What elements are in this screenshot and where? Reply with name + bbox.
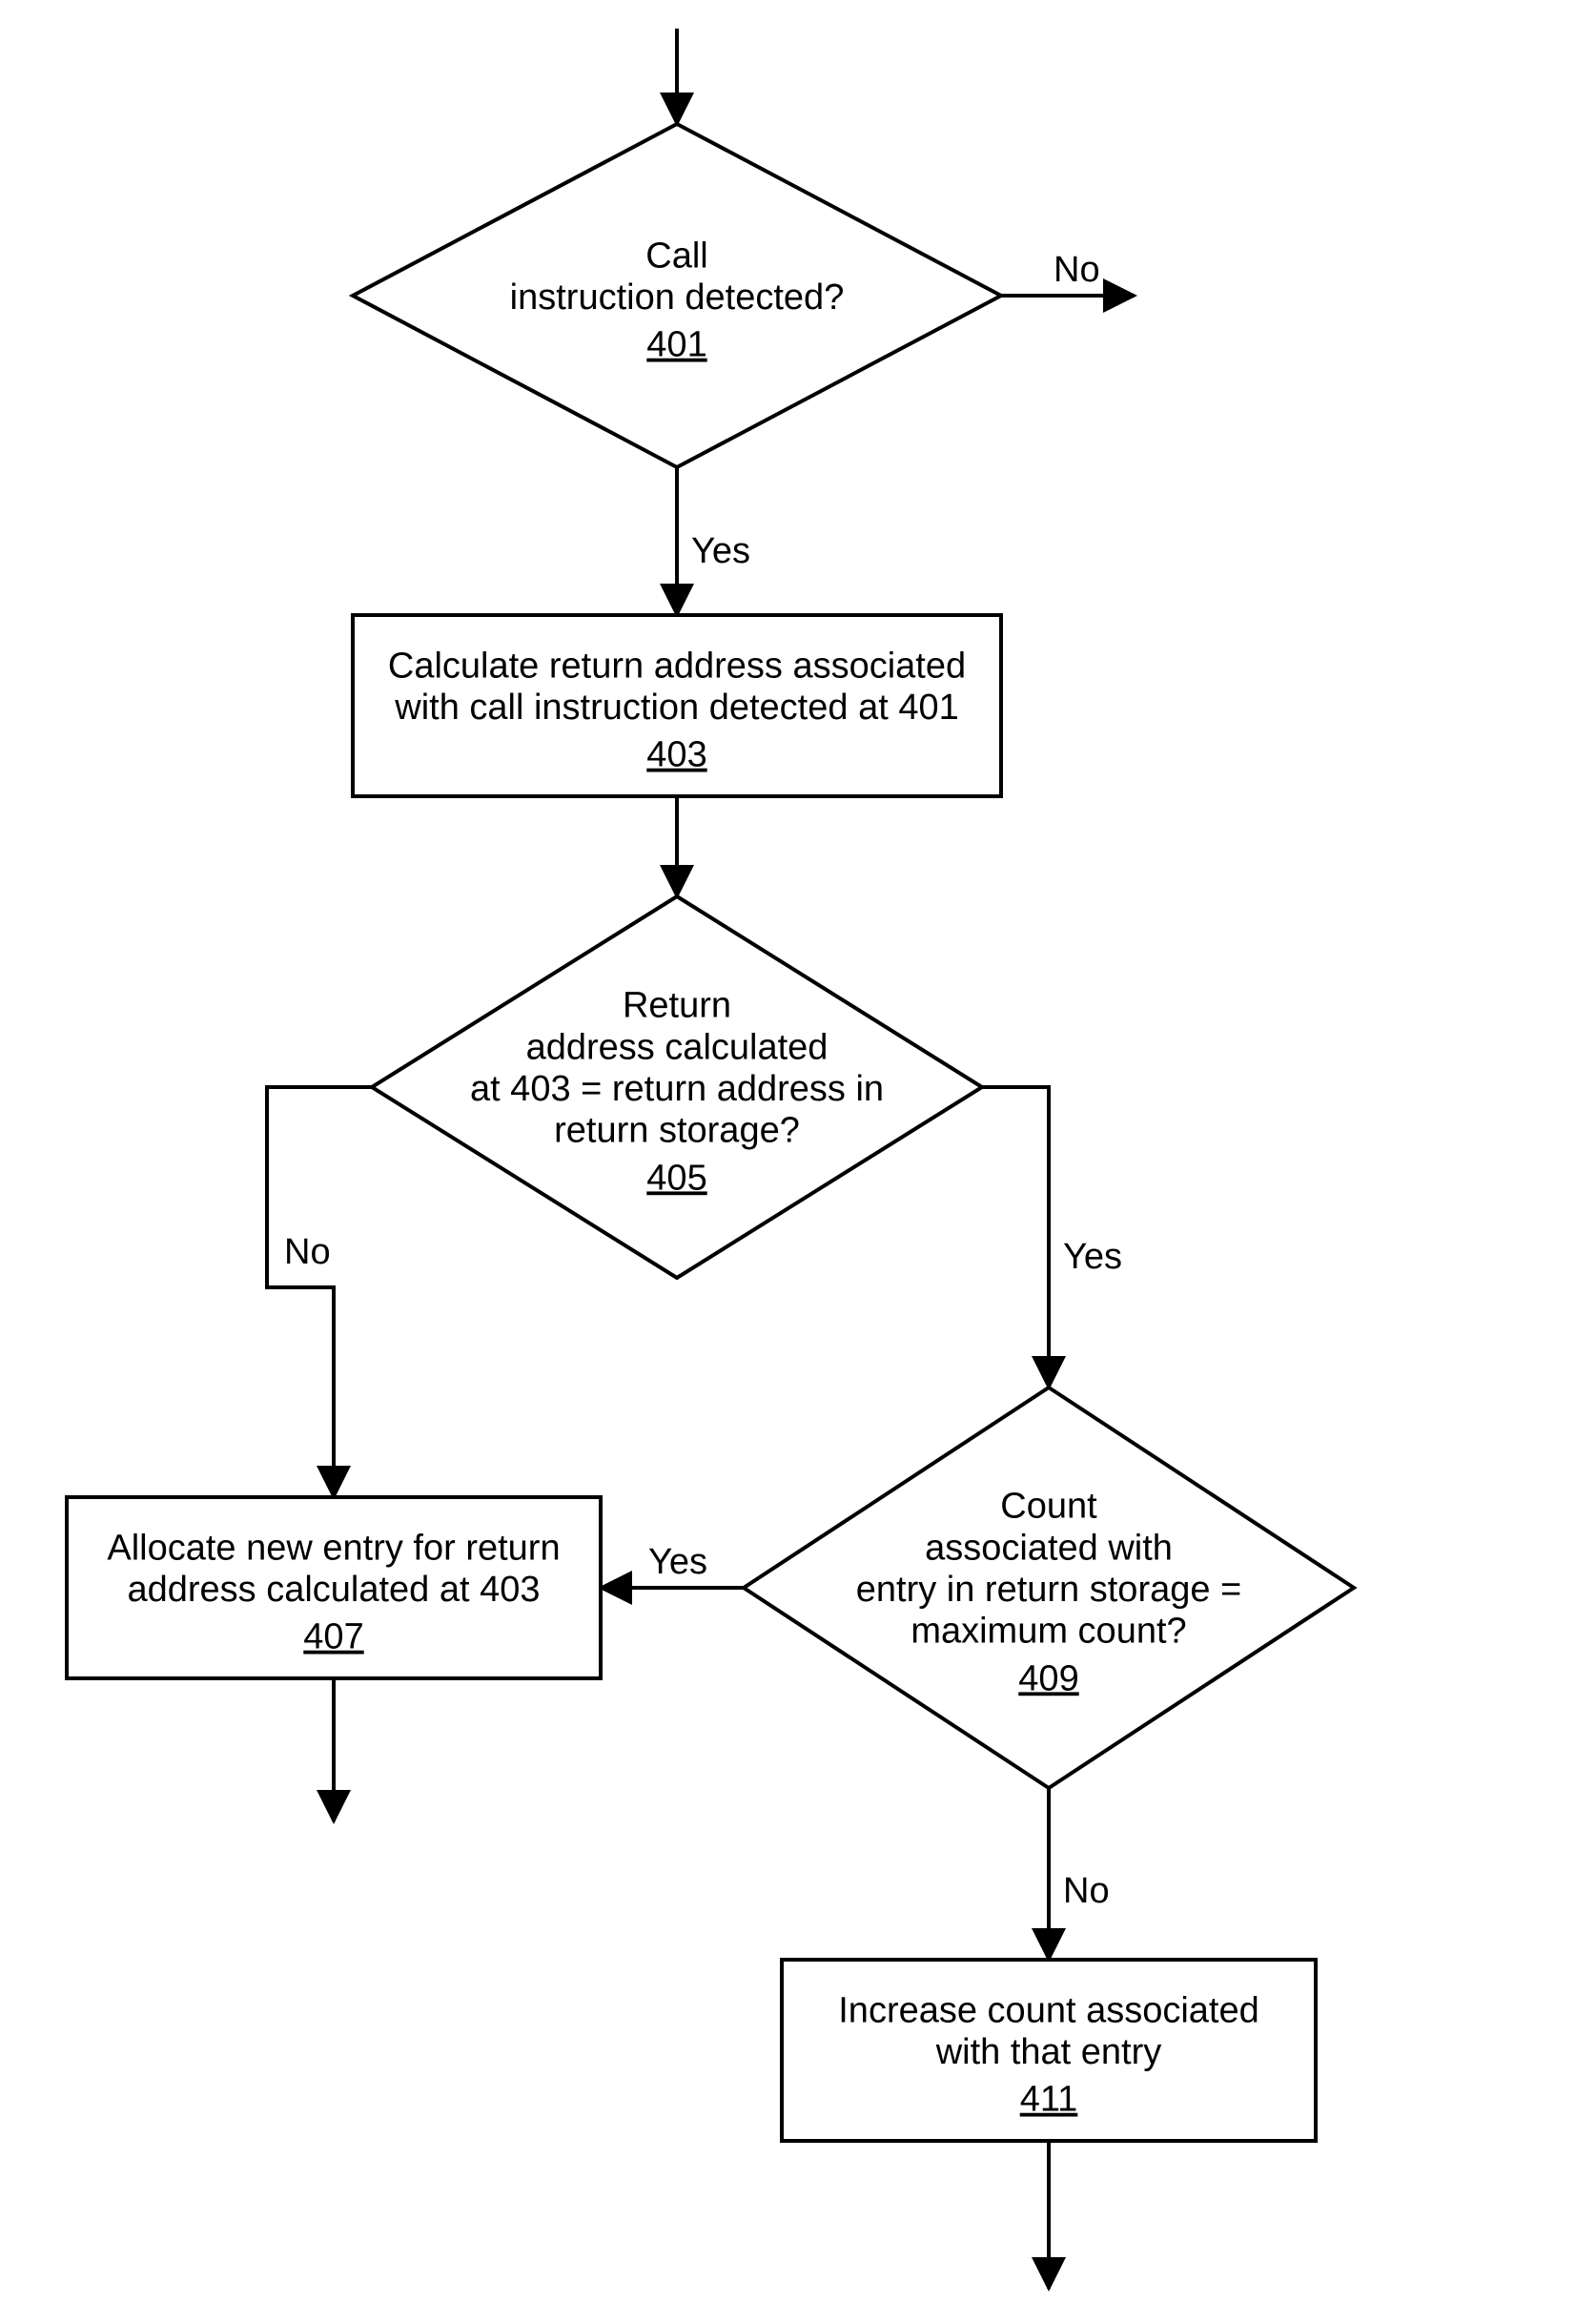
node-403-line-1: with call instruction detected at 401: [394, 688, 958, 728]
node-405-id: 405: [646, 1158, 706, 1198]
node-411-line-1: with that entry: [935, 2032, 1162, 2072]
node-409-line-3: maximum count?: [911, 1612, 1186, 1652]
node-411-id: 411: [1020, 2080, 1078, 2120]
edge-label-e_405_yes: Yes: [1063, 1237, 1122, 1277]
node-409-line-1: associated with: [925, 1528, 1173, 1568]
node-405-line-2: at 403 = return address in: [470, 1069, 884, 1109]
edge-label-e_401_yes: Yes: [691, 531, 750, 571]
node-405-line-3: return storage?: [554, 1111, 800, 1151]
node-405-line-1: address calculated: [526, 1027, 829, 1067]
edge-label-e_401_no: No: [1054, 250, 1100, 290]
node-407-line-0: Allocate new entry for return: [107, 1528, 560, 1568]
node-411-line-0: Increase count associated: [838, 1990, 1259, 2030]
node-405-line-0: Return: [623, 986, 731, 1026]
edge-label-e_405_no: No: [284, 1232, 331, 1272]
node-409-id: 409: [1018, 1658, 1078, 1698]
node-411: Increase count associatedwith that entry…: [782, 1960, 1316, 2141]
node-409-line-2: entry in return storage =: [856, 1570, 1242, 1610]
node-401-line-0: Call: [645, 236, 707, 276]
node-401-id: 401: [646, 325, 706, 365]
node-407-id: 407: [303, 1617, 363, 1657]
node-403-id: 403: [646, 735, 706, 775]
node-403-line-0: Calculate return address associated: [388, 646, 966, 686]
node-407-line-1: address calculated at 403: [127, 1570, 540, 1610]
node-407: Allocate new entry for returnaddress cal…: [67, 1497, 601, 1678]
node-401-line-1: instruction detected?: [510, 278, 845, 318]
edge-label-e_409_yes: Yes: [648, 1542, 707, 1582]
flowchart-svg: No Yes No Yes Yes No Callinstruction detected?…: [0, 0, 1596, 2323]
edge-label-e_409_no: No: [1063, 1871, 1110, 1911]
node-409-line-0: Count: [1000, 1487, 1097, 1527]
flowchart-container: No Yes No Yes Yes No Callinstruction detected?…: [0, 0, 1596, 2323]
node-403: Calculate return address associatedwith …: [353, 615, 1001, 796]
